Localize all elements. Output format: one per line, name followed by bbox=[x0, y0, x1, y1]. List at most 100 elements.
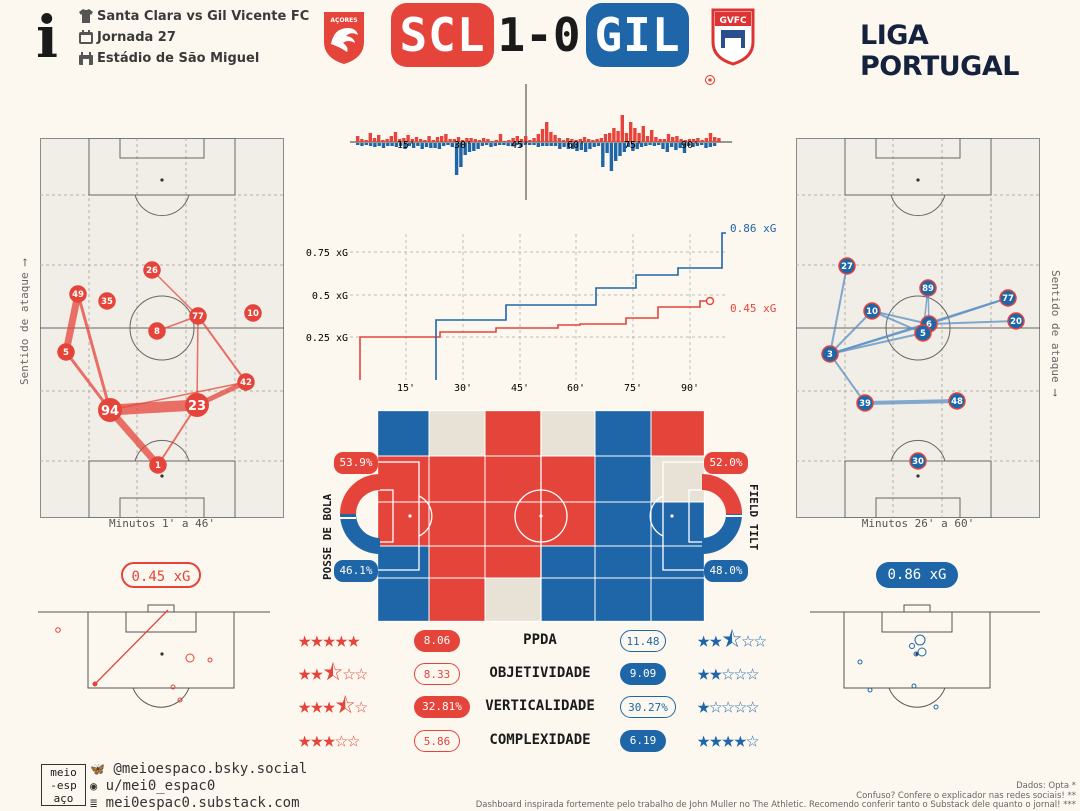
away-momentum-bar bbox=[661, 143, 665, 149]
zone-cell bbox=[650, 545, 705, 579]
home-momentum-bar bbox=[494, 140, 498, 142]
away-momentum-bar bbox=[571, 143, 575, 149]
away-player-node: 10 bbox=[863, 302, 881, 320]
away-player-number: 3 bbox=[827, 350, 833, 360]
home-momentum-bar bbox=[427, 136, 431, 142]
home-pass-edge bbox=[64, 350, 112, 412]
possession-label: POSSE DE BOLA bbox=[321, 493, 334, 580]
match-row: Santa Clara vs Gil Vicente FC bbox=[78, 8, 309, 24]
reddit-row[interactable]: ◉ u/mei0_espac0 bbox=[90, 778, 215, 794]
field-tilt-label: FIELD TILT bbox=[747, 484, 760, 551]
home-pass-edge bbox=[104, 399, 203, 416]
away-player-number: 48 bbox=[951, 397, 963, 407]
footer-explainer: Confuso? Confere o explicador nas redes … bbox=[856, 791, 1076, 801]
zone-cell bbox=[594, 501, 652, 547]
home-momentum-bar bbox=[406, 135, 410, 142]
away-player-node: 27 bbox=[838, 257, 856, 275]
momentum-tick-label: 90' bbox=[681, 140, 699, 151]
home-momentum-bar bbox=[524, 136, 528, 142]
away-pass-edge bbox=[928, 320, 1017, 325]
home-player-number: 42 bbox=[240, 378, 252, 388]
xg-ticks: 15' 30' 45' 60' 75' 90' bbox=[397, 383, 699, 394]
home-stat-value: 32.81% bbox=[414, 696, 470, 718]
home-momentum-bar bbox=[385, 139, 389, 142]
away-player-number: 89 bbox=[922, 284, 934, 294]
home-momentum-bar bbox=[595, 139, 599, 142]
home-shot bbox=[185, 653, 195, 663]
home-shot bbox=[177, 697, 183, 703]
away-momentum-bar bbox=[562, 143, 566, 147]
home-momentum-bar bbox=[683, 140, 687, 142]
away-momentum-bar bbox=[614, 143, 618, 161]
home-momentum-bar bbox=[671, 137, 675, 142]
xg-grid bbox=[350, 234, 726, 380]
reddit-icon: ◉ bbox=[90, 779, 98, 793]
substack-url[interactable]: mei0espac0.substack.com bbox=[105, 795, 300, 811]
away-momentum-bar bbox=[515, 143, 519, 145]
away-momentum-bar bbox=[510, 143, 515, 146]
substack-row[interactable]: ≣ mei0espac0.substack.com bbox=[90, 795, 300, 811]
home-momentum-bar bbox=[435, 137, 440, 142]
away-momentum-bar bbox=[575, 143, 579, 151]
reddit-handle[interactable]: u/mei0_espac0 bbox=[105, 778, 216, 794]
away-momentum-bar bbox=[601, 143, 605, 167]
zone-cell bbox=[377, 501, 430, 547]
away-momentum-bar bbox=[373, 143, 377, 147]
home-momentum-bar bbox=[624, 133, 629, 142]
bluesky-handle[interactable]: @meioespaco.bsky.social bbox=[113, 761, 308, 777]
home-player-node: 23 bbox=[185, 393, 209, 417]
away-shot bbox=[914, 634, 926, 646]
away-player-nodes: 27 89 77 10 65 20 3 39 48 30 bbox=[821, 257, 1025, 470]
home-player-node: 8 bbox=[148, 322, 166, 340]
away-shot bbox=[917, 647, 927, 657]
home-player-number: 8 bbox=[154, 327, 160, 337]
bluesky-row[interactable]: 🦋 @meioespaco.bsky.social bbox=[90, 761, 307, 777]
zone-cell bbox=[540, 410, 596, 457]
home-momentum-bar bbox=[549, 132, 553, 142]
away-pass-edge bbox=[871, 310, 930, 325]
home-momentum-bar bbox=[650, 130, 654, 142]
momentum-tick-label: 30' bbox=[454, 140, 472, 151]
home-momentum-bar bbox=[477, 140, 482, 142]
away-player-node: 77 bbox=[999, 289, 1017, 307]
away-momentum-bar bbox=[442, 143, 446, 146]
home-player-node: 5 bbox=[57, 343, 75, 361]
home-momentum-bar bbox=[393, 132, 398, 142]
momentum-tick-label: 15' bbox=[397, 140, 415, 151]
home-shot-map bbox=[38, 604, 270, 708]
away-momentum-bar bbox=[454, 143, 459, 175]
home-momentum-bar bbox=[679, 139, 683, 142]
home-momentum-bar bbox=[587, 139, 591, 142]
home-player-node: 1 bbox=[149, 456, 167, 474]
away-momentum-bar bbox=[626, 143, 631, 147]
away-stars-objetividade: ★★☆☆☆ bbox=[697, 661, 759, 686]
away-momentum-bar bbox=[407, 143, 411, 146]
home-momentum-bar bbox=[557, 138, 561, 142]
zone-cell bbox=[484, 501, 542, 547]
away-attack-direction-label: Sentido de ataque ⟶ bbox=[1049, 270, 1062, 396]
away-momentum-bar bbox=[433, 143, 437, 148]
home-momentum-bar bbox=[469, 138, 473, 142]
away-xg-line bbox=[435, 232, 726, 380]
home-player-node: 10 bbox=[244, 304, 262, 322]
zone-cell bbox=[594, 455, 652, 503]
home-momentum-bar bbox=[490, 141, 494, 142]
zone-cell bbox=[377, 410, 430, 457]
xg-timeline: 15' 30' 45' 60' 75' 90' 0.75 xG 0.5 xG 0.25 x… bbox=[306, 84, 776, 394]
home-player-number: 35 bbox=[101, 297, 113, 307]
away-pass-network: 27 89 77 10 65 20 3 39 48 30 bbox=[796, 138, 1040, 518]
info-icon[interactable]: i bbox=[36, 3, 59, 71]
stadium-icon bbox=[79, 52, 93, 65]
away-momentum-bar bbox=[712, 143, 717, 146]
away-momentum-bar bbox=[609, 143, 614, 171]
away-pass-edge bbox=[863, 399, 959, 405]
away-stat-value: 30.27% bbox=[620, 696, 676, 718]
away-momentum-bar bbox=[502, 143, 506, 145]
home-xg-line bbox=[359, 300, 710, 380]
bluesky-icon: 🦋 bbox=[90, 762, 105, 776]
away-momentum-bar bbox=[411, 143, 416, 148]
away-momentum-bar bbox=[605, 143, 609, 153]
home-momentum-bar bbox=[389, 136, 393, 142]
svg-text:GVFC: GVFC bbox=[719, 16, 747, 26]
away-momentum-bar bbox=[532, 143, 536, 145]
